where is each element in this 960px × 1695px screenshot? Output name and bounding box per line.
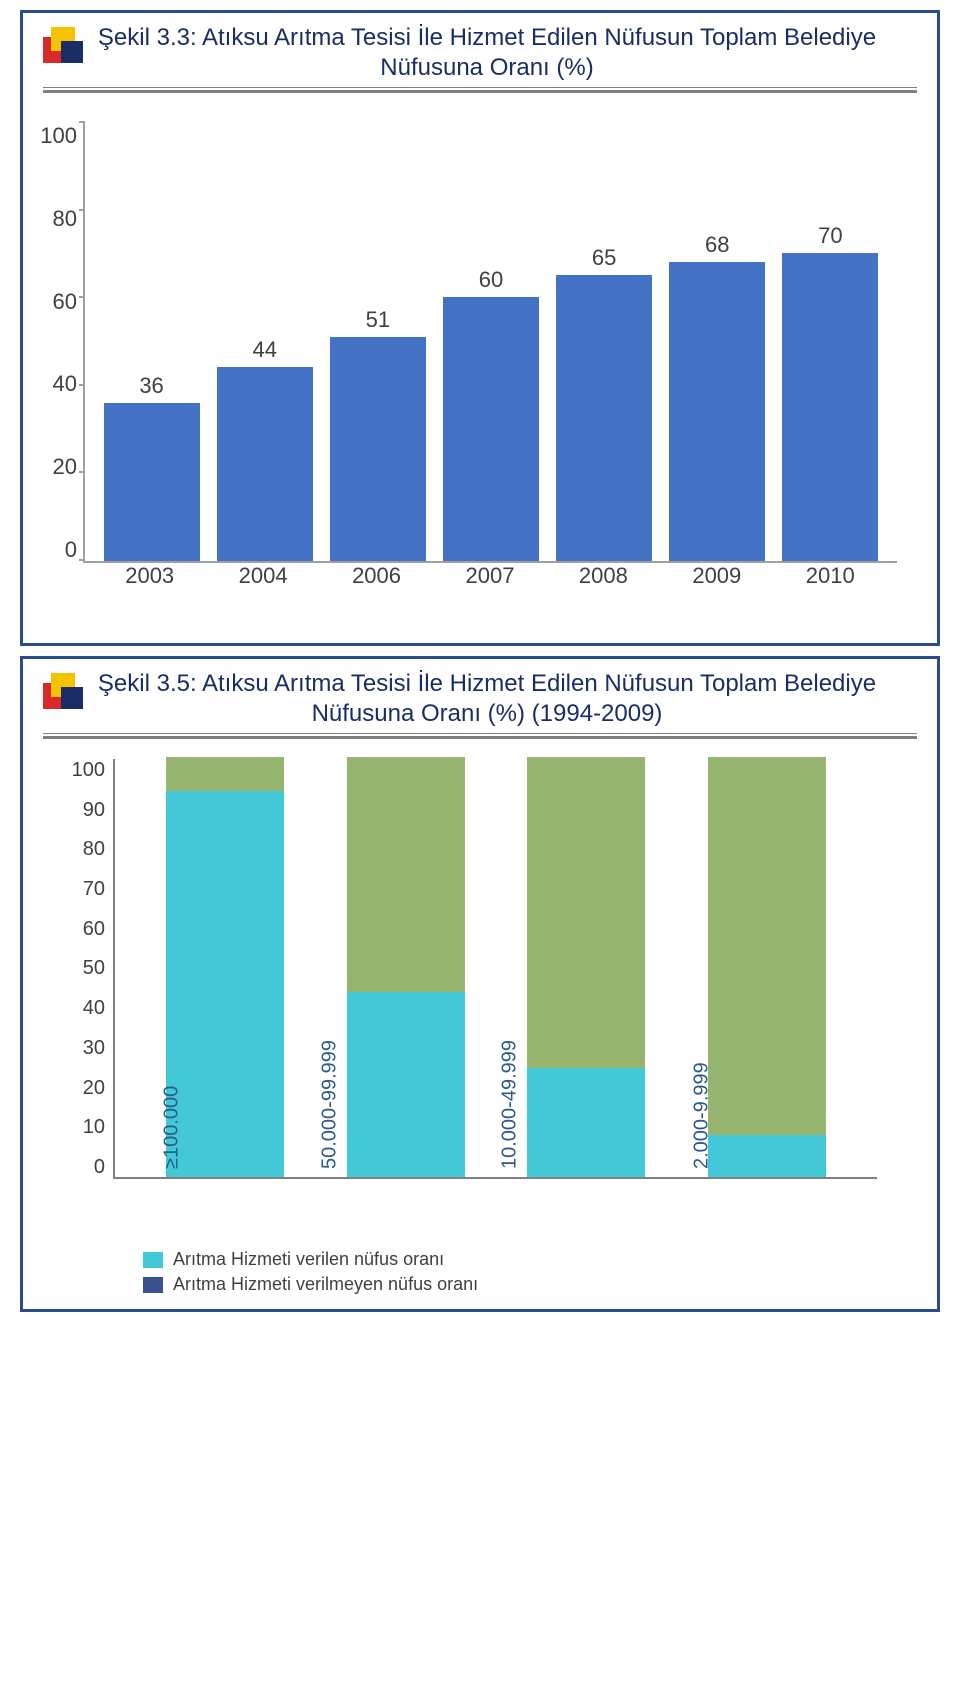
chart2-seg-unserved <box>166 757 284 791</box>
chart2-seg-unserved <box>527 757 645 1068</box>
slide1-title: Şekil 3.3: Atıksu Arıtma Tesisi İle Hizm… <box>97 23 917 83</box>
slide2-title: Şekil 3.5: Atıksu Arıtma Tesisi İle Hizm… <box>97 669 917 729</box>
chart1-ytick-label: 20 <box>37 454 77 480</box>
chart1-ytick-label: 40 <box>37 371 77 397</box>
chart1-xtick-label: 2006 <box>327 563 427 603</box>
chart2-seg-served <box>527 1068 645 1177</box>
chart2-seg-unserved <box>347 757 465 992</box>
chart1-bar: 51 <box>328 307 428 561</box>
chart1-bar-value: 70 <box>818 223 842 249</box>
chart2-seg-unserved <box>708 757 826 1135</box>
bullet-icon <box>43 673 89 719</box>
chart1-bar-value: 51 <box>366 307 390 333</box>
legend-swatch <box>143 1252 163 1268</box>
chart1-bar: 36 <box>102 373 202 561</box>
chart2-ytick-label: 70 <box>57 878 105 901</box>
chart1-bar-rect <box>669 262 765 561</box>
chart1-xtick-label: 2007 <box>440 563 540 603</box>
chart2-ytick-label: 0 <box>57 1156 105 1179</box>
chart2-legend-row: Arıtma Hizmeti verilen nüfus oranı <box>143 1249 937 1270</box>
chart2-legend-row: Arıtma Hizmeti verilmeyen nüfus oranı <box>143 1274 937 1295</box>
chart2-ytick-label: 50 <box>57 957 105 980</box>
chart1-bar: 68 <box>667 232 767 561</box>
chart2-ytick-label: 40 <box>57 997 105 1020</box>
chart1-bar-value: 36 <box>139 373 163 399</box>
chart2-ytick-label: 10 <box>57 1116 105 1139</box>
chart2-ytick-label: 90 <box>57 799 105 822</box>
slide2-header: Şekil 3.5: Atıksu Arıtma Tesisi İle Hizm… <box>23 659 937 729</box>
chart1-bar-rect <box>330 337 426 561</box>
chart2-seg-served <box>166 791 284 1177</box>
chart1-bar-rect <box>556 275 652 561</box>
chart1-xtick-label: 2010 <box>780 563 880 603</box>
chart2-yaxis-labels: 1009080706050403020100 <box>57 759 105 1179</box>
chart1-bar-value: 68 <box>705 232 729 258</box>
chart2-plot: ≥100.000 50.000-99.999 10.000-49.999 2.000-… <box>113 759 877 1179</box>
chart1-ytick-label: 100 <box>37 123 77 149</box>
chart1-ytick-label: 80 <box>37 206 77 232</box>
chart2-bar: 2.000-9.999 <box>708 757 826 1177</box>
chart1-bar-rect <box>217 367 313 561</box>
chart2-legend: Arıtma Hizmeti verilen nüfus oranı Arıtma… <box>23 1249 937 1309</box>
chart2-ytick-label: 100 <box>57 759 105 782</box>
chart1-bar: 65 <box>554 245 654 561</box>
chart1-xtick-label: 2004 <box>213 563 313 603</box>
chart2-seg-served <box>708 1135 826 1177</box>
chart1-bar: 44 <box>215 337 315 561</box>
chart2-category-label: 10.000-49.999 <box>499 1040 522 1169</box>
title-underline <box>23 733 937 739</box>
chart1-bar: 70 <box>780 223 880 561</box>
chart2-category-label: 50.000-99.999 <box>318 1040 341 1169</box>
chart1-xtick-label: 2008 <box>553 563 653 603</box>
chart1-xtick-label: 2003 <box>100 563 200 603</box>
title-underline <box>23 87 937 93</box>
chart2-bar: 10.000-49.999 <box>527 757 645 1177</box>
chart1-yaxis-labels: 100 80 60 40 20 0 <box>37 123 77 563</box>
chart1: 100806040200 36445160656870 200320042006… <box>83 123 897 603</box>
slide1-header: Şekil 3.3: Atıksu Arıtma Tesisi İle Hizm… <box>23 13 937 83</box>
chart1-bar-rect <box>782 253 878 561</box>
chart1-bar-rect <box>104 403 200 561</box>
legend-label: Arıtma Hizmeti verilmeyen nüfus oranı <box>173 1274 478 1295</box>
chart1-bars: 36 44 51 60 65 68 70 <box>85 123 897 561</box>
chart2-bars: ≥100.000 50.000-99.999 10.000-49.999 2.000-… <box>115 759 877 1177</box>
chart2-category-label: ≥100.000 <box>161 1086 184 1169</box>
chart1-ytick-label: 60 <box>37 289 77 315</box>
chart2-ytick-label: 20 <box>57 1077 105 1100</box>
legend-swatch <box>143 1277 163 1293</box>
chart1-xtick-label: 2009 <box>667 563 767 603</box>
chart1-ytick-label: 0 <box>37 537 77 563</box>
chart2-seg-served <box>347 992 465 1177</box>
chart2-ytick-label: 80 <box>57 838 105 861</box>
chart2-ytick-label: 30 <box>57 1037 105 1060</box>
slide-2: Şekil 3.5: Atıksu Arıtma Tesisi İle Hizm… <box>20 656 940 1312</box>
chart2-bar: ≥100.000 <box>166 757 284 1177</box>
chart1-bar-rect <box>443 297 539 561</box>
chart1-xaxis-labels: 2003 2004 2006 2007 2008 2009 2010 <box>83 557 897 603</box>
chart1-bar-value: 65 <box>592 245 616 271</box>
slide-1: Şekil 3.3: Atıksu Arıtma Tesisi İle Hizm… <box>20 10 940 646</box>
chart1-plot: 36 44 51 60 65 68 70 <box>83 123 897 563</box>
bullet-icon <box>43 27 89 73</box>
chart1-bar-value: 44 <box>252 337 276 363</box>
chart1-bar: 60 <box>441 267 541 561</box>
chart2-ytick-label: 60 <box>57 918 105 941</box>
chart2-bar: 50.000-99.999 <box>347 757 465 1177</box>
chart2: 1009080706050403020100 ≥100.00050.000-99… <box>113 759 877 1239</box>
chart2-category-label: 2.000-9.999 <box>690 1062 713 1169</box>
legend-label: Arıtma Hizmeti verilen nüfus oranı <box>173 1249 444 1270</box>
chart1-bar-value: 60 <box>479 267 503 293</box>
